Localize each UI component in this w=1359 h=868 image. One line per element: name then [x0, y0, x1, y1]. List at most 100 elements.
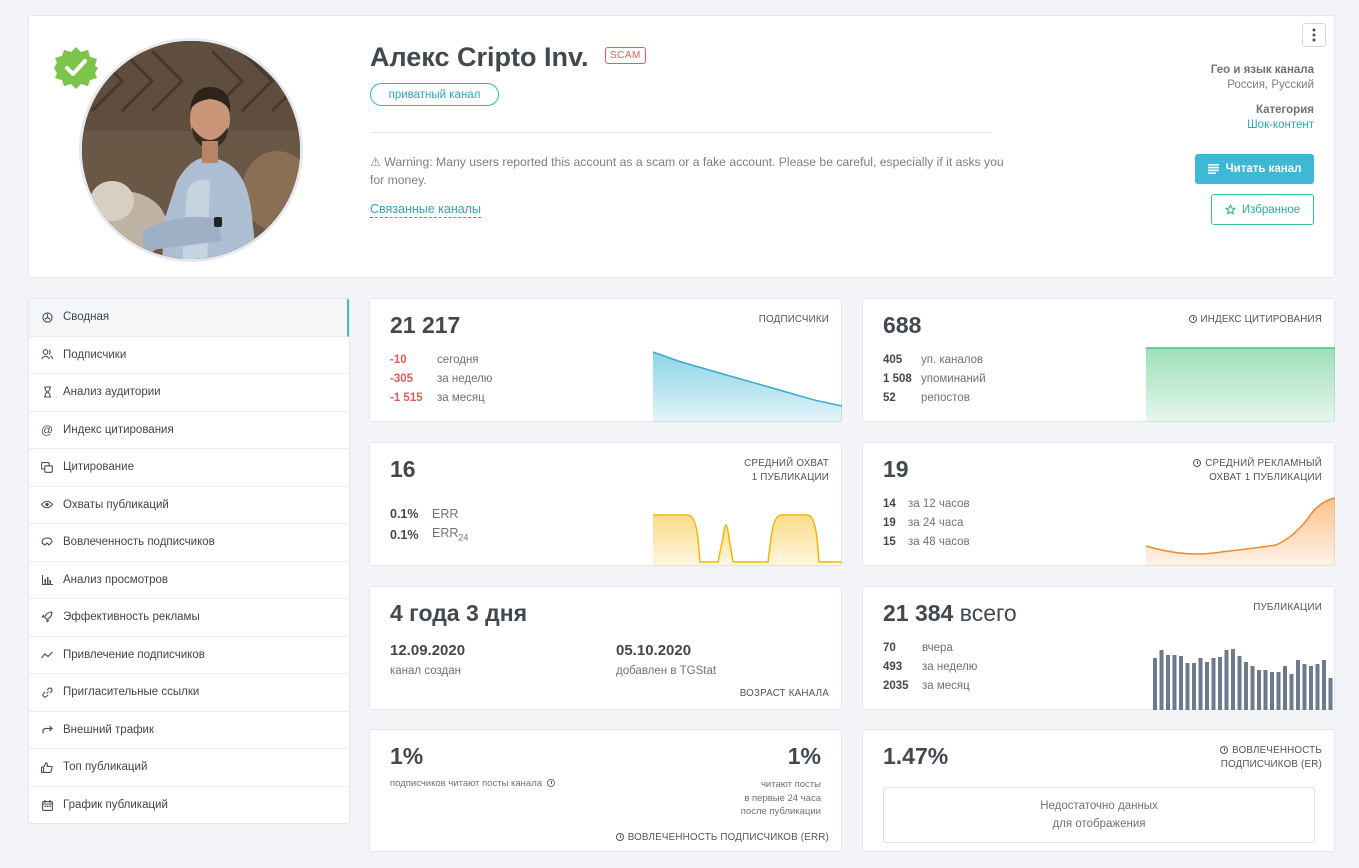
rocket-icon [41, 611, 53, 623]
posts-bar [1302, 664, 1307, 710]
change-label: сегодня [437, 353, 479, 366]
avg-reach-sparkline [653, 514, 842, 566]
stat-label: за 12 часов [908, 497, 970, 510]
err-left-value: 1% [390, 743, 424, 769]
scam-badge: SCAM [605, 47, 646, 64]
subscribers-area [653, 352, 842, 422]
sidebar-item-label: Внешний трафик [63, 723, 155, 736]
posts-bar [1211, 658, 1216, 710]
err-value: 0.1% [390, 506, 419, 521]
sidebar-item-top-posts[interactable]: Топ публикаций [29, 749, 349, 787]
sidebar-item-label: Эффективность рекламы [63, 611, 200, 624]
subscribers-line [653, 351, 842, 407]
posts-bar [1192, 663, 1196, 710]
geo-label: Гео и язык канала [1210, 64, 1314, 76]
posts-bar [1257, 670, 1261, 710]
sidebar-item-invite-links[interactable]: Пригласительные ссылки [29, 674, 349, 712]
er-value: 1.47% [883, 743, 949, 769]
stat-label: за 48 часов [908, 535, 970, 548]
stat-label: репостов [921, 391, 970, 404]
sidebar-item-label: Сводная [63, 311, 110, 324]
bar-chart-icon [41, 574, 53, 586]
sidebar-item-label: Топ публикаций [63, 761, 148, 774]
posts-bar [1153, 658, 1157, 710]
sidebar-item-citing[interactable]: Цитирование [29, 449, 349, 487]
sidebar-item-engagement[interactable]: Вовлеченность подписчиков [29, 524, 349, 562]
related-channels-link[interactable]: Связанные каналы [370, 202, 482, 218]
posts-stats: 70 вчера 493 за неделю 2035 за месяц [883, 638, 977, 695]
posts-caption: ПУБЛИКАЦИИ [1253, 602, 1322, 613]
avg-reach-caption: СРЕДНИЙ ОХВАТ 1 ПУБЛИКАЦИИ [744, 458, 829, 483]
avg-reach-card[interactable]: 16 СРЕДНИЙ ОХВАТ 1 ПУБЛИКАЦИИ 0.1% ERR 0.1… [369, 442, 842, 566]
avg-reach-line [653, 514, 842, 563]
subscribers-card[interactable]: 21 217 ПОДПИСЧИКИ -10 сегодня -305 за неде… [369, 298, 842, 422]
citation-index-card[interactable]: 688 ИНДЕКС ЦИТИРОВАНИЯ 405 уп. каналов 1 … [862, 298, 1335, 422]
posts-bar [1205, 662, 1209, 710]
sidebar-item-schedule[interactable]: График публикаций [29, 787, 349, 824]
read-channel-button[interactable]: Читать канал [1195, 154, 1314, 184]
sidebar-item-label: Вовлеченность подписчиков [63, 536, 215, 549]
change-value: -1 515 [390, 391, 423, 404]
added-date: 05.10.2020 [616, 642, 692, 659]
posts-bar [1159, 650, 1164, 710]
posts-bar [1289, 674, 1294, 710]
summary-icon [41, 311, 53, 323]
er-card[interactable]: 1.47% ВОВЛЕЧЕННОСТЬ ПОДПИСЧИКОВ (ER) Недо… [862, 729, 1335, 852]
sidebar-item-label: Цитирование [63, 461, 134, 474]
sidebar-item-audience[interactable]: Анализ аудитории [29, 374, 349, 412]
sidebar-item-subscribers[interactable]: Подписчики [29, 337, 349, 374]
sidebar-item-external-traffic[interactable]: Внешний трафик [29, 712, 349, 749]
engagement-icon [41, 536, 53, 548]
ad-reach-card[interactable]: 19 СРЕДНИЙ РЕКЛАМНЫЙ ОХВАТ 1 ПУБЛИКАЦИИ 1… [862, 442, 1335, 566]
posts-bar [1276, 672, 1281, 710]
stat-value: 70 [883, 641, 896, 654]
list-icon [1207, 164, 1219, 174]
sidebar-item-citation-index[interactable]: @ Индекс цитирования [29, 412, 349, 449]
verified-badge-icon [54, 47, 98, 89]
sidebar-nav: Сводная Подписчики Анализ аудитории @ Ин… [28, 298, 350, 824]
citation-area [1146, 348, 1335, 422]
clock-icon [615, 833, 624, 841]
posts-total: 21 384 всего [883, 600, 1017, 626]
sidebar-item-label: Охваты публикаций [63, 498, 169, 511]
posts-bar [1270, 672, 1274, 710]
clock-icon [1188, 315, 1197, 323]
created-date: 12.09.2020 [390, 642, 466, 659]
channel-age-card: 4 года 3 дня 12.09.2020 канал создан 05.… [369, 586, 842, 710]
stat-value: 19 [883, 516, 896, 529]
posts-bar [1231, 649, 1235, 710]
channel-avatar [79, 38, 303, 262]
sidebar-item-summary[interactable]: Сводная [29, 299, 349, 337]
more-options-button[interactable] [1302, 23, 1326, 47]
ad-reach-line [1146, 497, 1335, 555]
sidebar-item-views[interactable]: Анализ просмотров [29, 562, 349, 599]
sidebar-item-reach[interactable]: Охваты публикаций [29, 487, 349, 524]
err-card[interactable]: 1% подписчиков читают посты канала 1% чи… [369, 729, 842, 852]
trend-icon [41, 649, 53, 661]
subscribers-caption: ПОДПИСЧИКИ [758, 314, 829, 325]
sidebar-item-ads[interactable]: Эффективность рекламы [29, 599, 349, 637]
citation-stats: 405 уп. каналов 1 508 упоминаний 52 репосто… [883, 350, 986, 407]
private-channel-badge: приватный канал [370, 83, 499, 106]
favorite-label: Избранное [1241, 203, 1301, 216]
posts-card[interactable]: 21 384 всего ПУБЛИКАЦИИ 70 вчера 493 за не… [862, 586, 1335, 710]
favorite-button[interactable]: Избранное [1211, 194, 1314, 225]
sidebar-item-growth[interactable]: Привлечение подписчиков [29, 637, 349, 674]
stat-value: 15 [883, 535, 896, 548]
link-icon [41, 686, 53, 698]
divider [370, 132, 992, 133]
category-link[interactable]: Шок-контент [1247, 119, 1314, 131]
ad-reach-sparkline [1146, 497, 1335, 566]
posts-bar [1263, 670, 1268, 710]
stat-value: 52 [883, 391, 896, 404]
quote-icon [41, 461, 53, 473]
kebab-icon [1312, 28, 1316, 42]
err24-value: 0.1% [390, 527, 419, 542]
stat-value: 14 [883, 497, 896, 510]
sidebar-item-label: График публикаций [63, 799, 168, 812]
avg-reach-value: 16 [390, 456, 416, 482]
stat-label: вчера [922, 641, 953, 654]
change-value: -305 [390, 372, 414, 385]
posts-bar [1185, 663, 1190, 710]
geo-value: Россия, Русский [1227, 79, 1314, 91]
